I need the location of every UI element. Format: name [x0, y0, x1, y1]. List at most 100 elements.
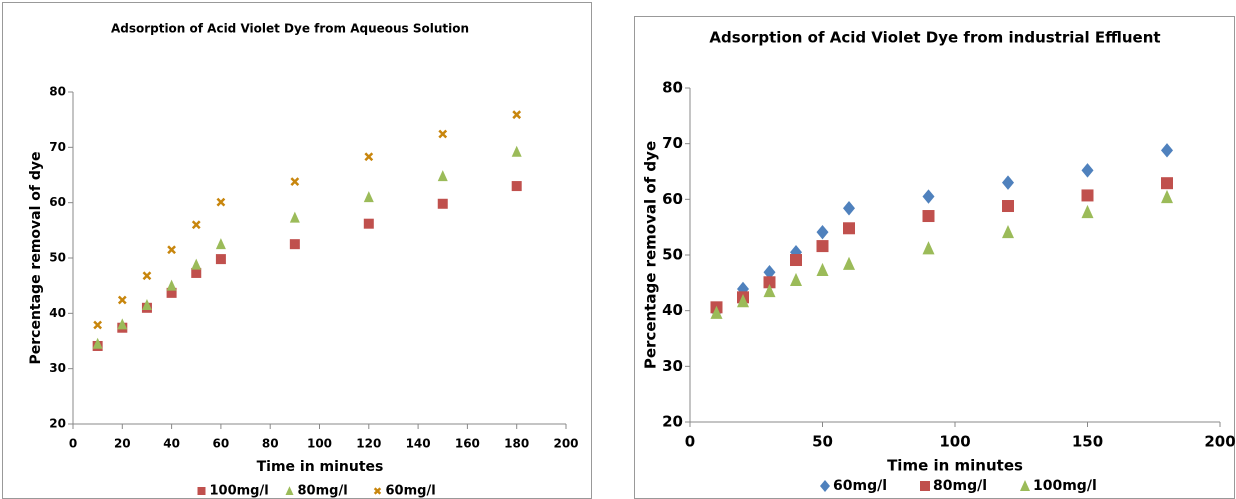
y-tick-label: 50 — [49, 251, 66, 265]
marker — [1161, 177, 1173, 190]
marker — [215, 254, 226, 265]
legend-label: 100mg/l — [210, 484, 269, 499]
chart-title: Adsorption of Acid Violet Dye from Aqueo… — [111, 22, 469, 36]
y-tick-label: 30 — [49, 361, 66, 375]
marker — [290, 177, 300, 187]
x-tick-label: 200 — [553, 437, 578, 451]
marker — [438, 129, 448, 139]
x-tick-label: 50 — [812, 433, 833, 451]
marker — [816, 262, 829, 277]
y-tick-label: 80 — [49, 85, 66, 99]
marker — [511, 181, 522, 192]
legend-marker — [285, 486, 294, 495]
marker — [215, 238, 226, 250]
series — [710, 189, 1173, 319]
marker — [843, 201, 855, 216]
marker — [512, 110, 522, 120]
x-tick-label: 200 — [1204, 433, 1235, 451]
legend-marker — [1020, 480, 1030, 491]
marker — [843, 256, 855, 270]
marker — [191, 220, 201, 230]
marker — [93, 320, 103, 330]
series — [93, 110, 522, 330]
y-tick-label: 70 — [49, 140, 66, 154]
legend-label: 80mg/l — [298, 484, 348, 499]
marker — [437, 198, 448, 209]
marker — [117, 318, 128, 330]
x-tick-label: 0 — [685, 433, 695, 451]
series — [710, 177, 1173, 314]
x-tick-label: 80 — [262, 437, 279, 451]
y-tick-label: 70 — [662, 134, 683, 152]
series — [92, 145, 522, 349]
y-tick-label: 40 — [49, 306, 66, 320]
marker — [922, 189, 935, 204]
x-tick-label: 150 — [1072, 433, 1103, 451]
marker — [1081, 204, 1094, 219]
marker — [363, 218, 374, 229]
x-tick-label: 120 — [356, 437, 381, 451]
marker — [1002, 224, 1014, 239]
legend-marker — [373, 487, 382, 495]
marker — [710, 305, 723, 319]
x-tick-label: 160 — [455, 437, 480, 451]
x-tick-label: 180 — [504, 437, 529, 451]
marker — [191, 258, 202, 270]
x-axis-label: Time in minutes — [887, 457, 1023, 475]
marker — [216, 197, 226, 207]
marker — [922, 241, 935, 255]
marker — [92, 337, 103, 349]
legend-marker — [820, 480, 830, 492]
marker — [364, 152, 374, 162]
right-panel — [634, 16, 1235, 499]
marker — [763, 276, 776, 289]
y-tick-label: 30 — [662, 357, 683, 375]
series — [92, 181, 522, 351]
y-tick-label: 20 — [662, 413, 683, 431]
x-tick-label: 60 — [213, 437, 230, 451]
x-tick-label: 100 — [939, 433, 970, 451]
y-tick-label: 40 — [662, 301, 683, 319]
marker — [816, 240, 829, 253]
x-tick-label: 100 — [307, 437, 332, 451]
marker — [922, 210, 935, 223]
y-tick-label: 60 — [662, 190, 683, 208]
y-axis-label: Percentage removal of dye — [28, 151, 44, 364]
marker — [790, 272, 802, 287]
legend-label: 60mg/l — [386, 484, 436, 499]
series — [710, 143, 1173, 319]
chart-title: Adsorption of Acid Violet Dye from indus… — [709, 29, 1160, 47]
x-tick-label: 40 — [163, 437, 180, 451]
y-axis-label: Percentage removal of dye — [642, 141, 660, 369]
marker — [1161, 143, 1173, 158]
x-axis-label: Time in minutes — [257, 459, 384, 475]
legend-marker — [920, 481, 930, 491]
x-tick-label: 20 — [114, 437, 131, 451]
legend-label: 60mg/l — [833, 478, 887, 494]
marker — [1002, 200, 1014, 213]
marker — [289, 239, 300, 250]
marker — [763, 265, 776, 280]
marker — [141, 299, 152, 311]
y-tick-label: 60 — [49, 195, 66, 209]
marker — [166, 279, 177, 291]
marker — [191, 267, 202, 278]
marker — [511, 145, 522, 157]
marker — [843, 222, 855, 235]
marker — [1161, 189, 1173, 204]
marker — [763, 283, 776, 298]
marker — [790, 254, 802, 267]
y-tick-label: 50 — [662, 246, 683, 264]
marker — [117, 295, 127, 305]
marker — [1081, 189, 1094, 202]
legend-label: 80mg/l — [933, 478, 987, 494]
y-tick-label: 80 — [662, 79, 683, 97]
marker — [142, 271, 152, 281]
marker — [289, 211, 300, 223]
marker — [167, 245, 176, 255]
legend-marker — [197, 487, 206, 495]
legend-label: 100mg/l — [1033, 478, 1097, 494]
marker — [437, 170, 448, 182]
